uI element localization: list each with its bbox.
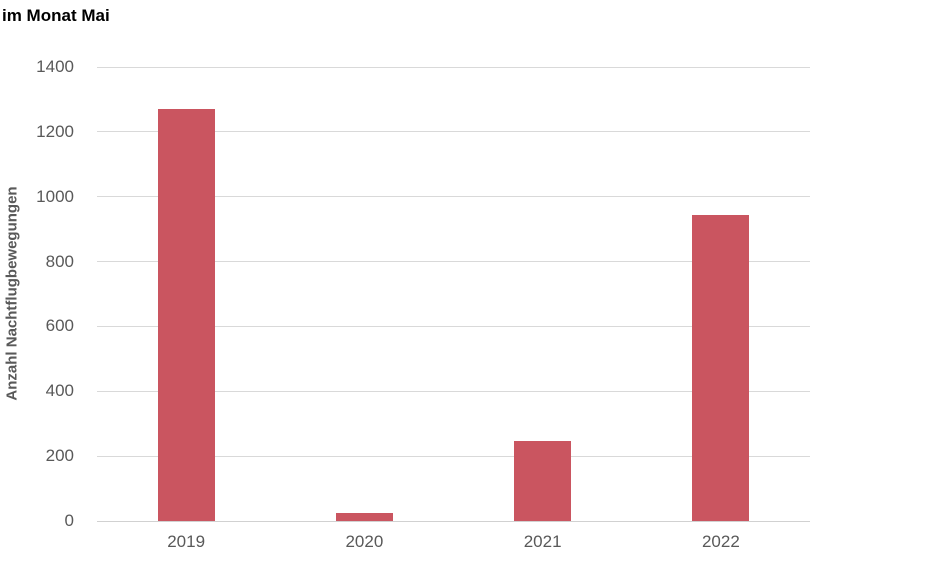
y-tick-label-0: 0 <box>64 511 74 530</box>
gridline-1000 <box>97 196 810 198</box>
y-tick-label-1000: 1000 <box>36 186 74 206</box>
y-tick-label-400: 400 <box>45 381 74 401</box>
y-tick-label-1200: 1200 <box>36 121 74 141</box>
gridline-600 <box>97 325 810 327</box>
x-tick-label-2020: 2020 <box>345 532 384 551</box>
y-tick-label-600: 600 <box>45 316 74 336</box>
chart-title: im Monat Mai <box>2 6 110 25</box>
y-tick-label-200: 200 <box>45 446 74 466</box>
bar-2019 <box>157 109 215 521</box>
gridline-800 <box>97 261 810 263</box>
bar-2021 <box>514 440 572 521</box>
gridline-400 <box>97 390 810 392</box>
gridline-0 <box>97 520 810 522</box>
gridline-1400 <box>97 66 810 68</box>
plot-area <box>97 66 810 522</box>
gridline-200 <box>97 455 810 457</box>
x-tick-label-2022: 2022 <box>701 532 740 551</box>
y-tick-label-1400: 1400 <box>36 57 74 76</box>
bar-2020 <box>335 512 393 521</box>
x-tick-label-2019: 2019 <box>167 532 206 551</box>
gridline-1200 <box>97 131 810 133</box>
bar-2022 <box>692 214 750 521</box>
y-tick-label-800: 800 <box>45 251 74 271</box>
x-tick-label-2021: 2021 <box>523 532 562 551</box>
